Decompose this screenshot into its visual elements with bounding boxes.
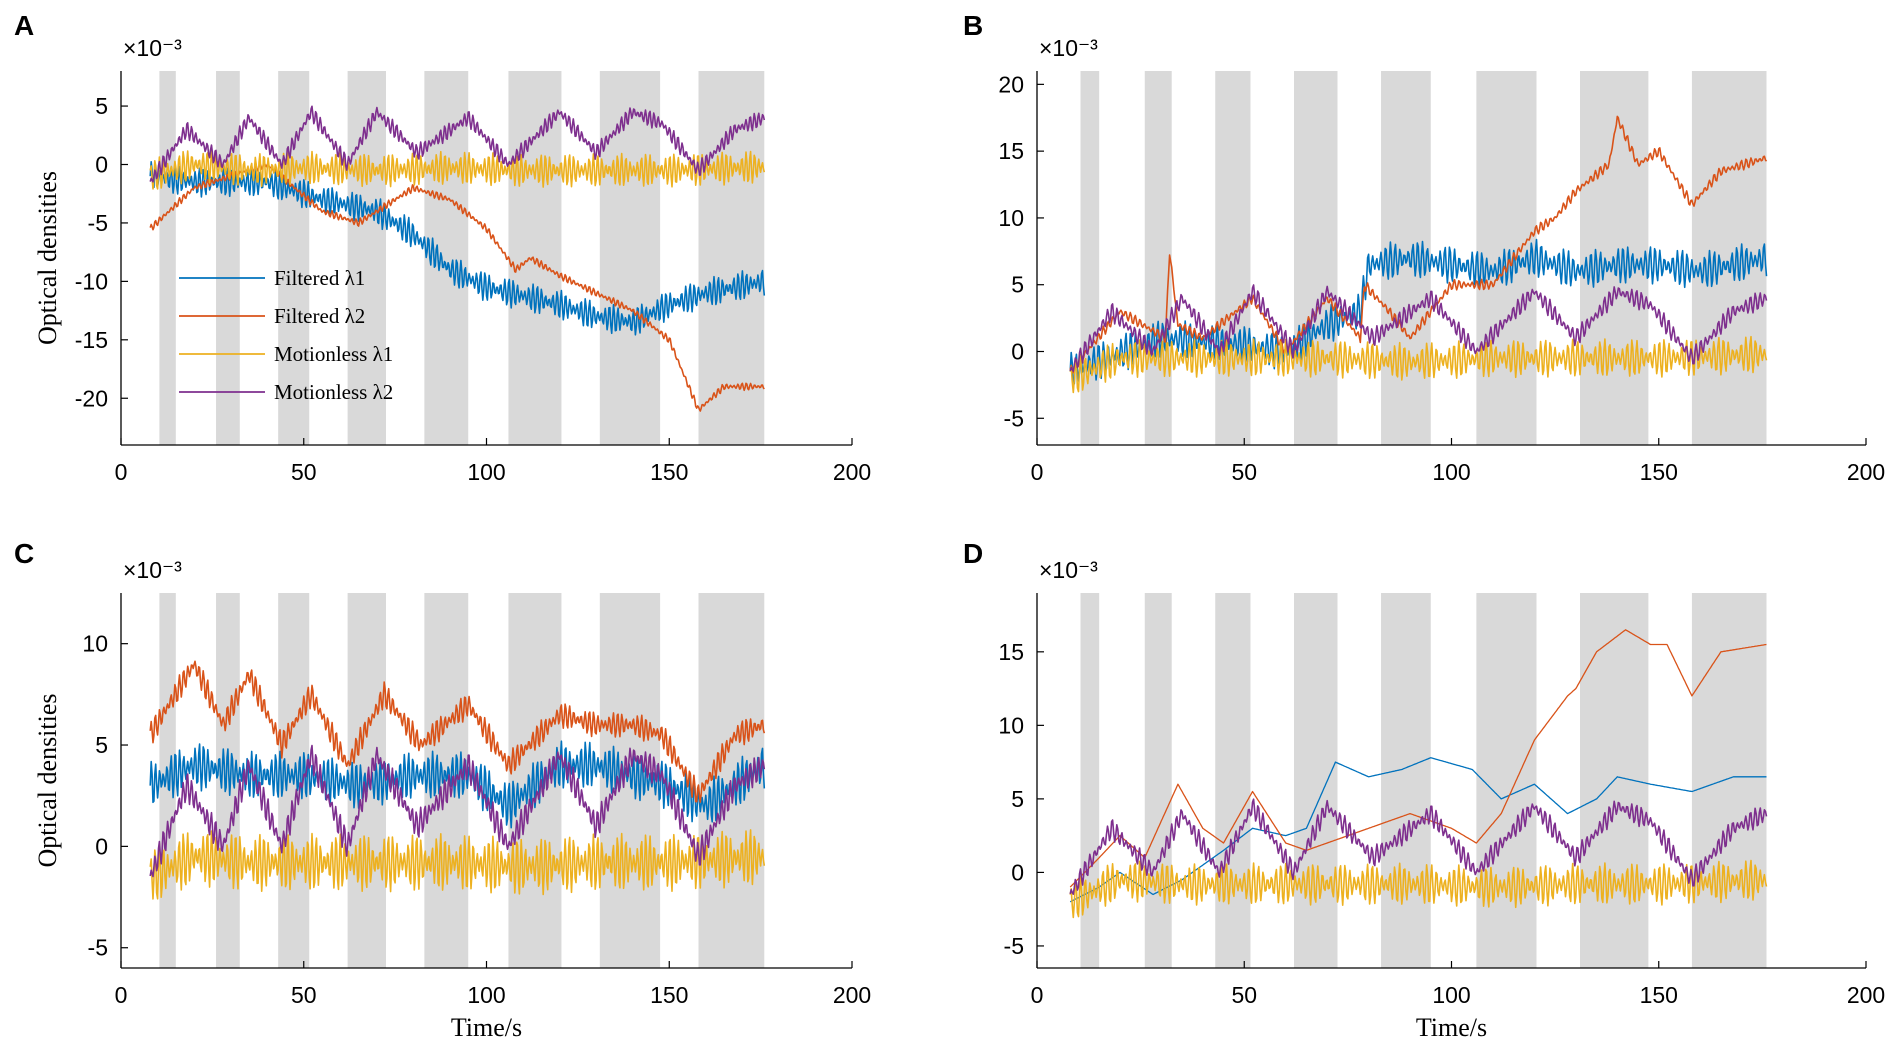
y-axis-title: Optical densities — [33, 171, 62, 345]
series-line-filtered-lambda2 — [1069, 115, 1768, 374]
shaded-interval — [1293, 71, 1338, 445]
shaded-interval — [1144, 71, 1172, 445]
shaded-interval — [216, 593, 240, 968]
panel-b: 0 50 100 150 200 -5 0 5 10 15 20 ×10⁻³ B — [963, 10, 1885, 485]
x-tick-label: 0 — [115, 982, 128, 1008]
panel-letter: B — [963, 10, 983, 41]
x-axis-title: Time/s — [1416, 1013, 1487, 1042]
legend-label: Motionless λ1 — [274, 342, 393, 366]
y-tick-label: -20 — [75, 385, 108, 411]
shaded-interval — [1144, 593, 1172, 968]
y-tick-label: 0 — [1011, 339, 1024, 365]
series-line-filtered-lambda2 — [1069, 629, 1767, 888]
shaded-interval — [698, 71, 765, 445]
series-group — [149, 660, 766, 900]
shaded-interval — [1381, 593, 1431, 968]
y-tick-label: 5 — [95, 93, 108, 119]
y-tick-label: 0 — [95, 152, 108, 178]
y-tick-label: 0 — [95, 833, 108, 859]
x-tick-label: 150 — [1640, 459, 1678, 485]
shaded-interval — [599, 71, 661, 445]
y-tick-label: 10 — [998, 205, 1024, 231]
y-tick-label: 10 — [998, 712, 1024, 738]
x-tick-label: 150 — [650, 459, 688, 485]
legend-label: Motionless λ2 — [274, 380, 393, 404]
x-tick-label: 200 — [1847, 459, 1885, 485]
shaded-interval — [1215, 593, 1251, 968]
y-tick-label: 5 — [95, 732, 108, 758]
x-tick-label: 100 — [1432, 982, 1470, 1008]
shaded-interval — [1691, 593, 1767, 968]
legend-label: Filtered λ2 — [274, 304, 365, 328]
series-line-filtered-lambda1 — [1069, 757, 1767, 903]
y-exponent-label: ×10⁻³ — [1039, 35, 1098, 61]
x-tick-label: 0 — [1031, 459, 1044, 485]
x-tick-label: 100 — [467, 459, 505, 485]
shaded-interval — [1080, 593, 1100, 968]
x-tick-label: 150 — [1640, 982, 1678, 1008]
shaded-interval — [278, 71, 310, 445]
series-group — [149, 105, 766, 412]
series-line-filtered-lambda2 — [149, 660, 766, 803]
y-tick-label: 15 — [998, 639, 1024, 665]
x-tick-label: 50 — [291, 459, 317, 485]
shaded-interval — [508, 71, 562, 445]
series-group — [1069, 115, 1768, 394]
series-line-motionless-lambda2 — [1069, 284, 1768, 373]
x-tick-label: 50 — [1231, 982, 1257, 1008]
x-axis-title: Time/s — [451, 1013, 522, 1042]
y-tick-label: 0 — [1011, 859, 1024, 885]
legend-label: Filtered λ1 — [274, 266, 365, 290]
panel-a: 0 50 100 150 200 -20 -15 -10 -5 0 5 ×10⁻³ A Optical d… — [14, 10, 871, 485]
y-tick-label: -5 — [88, 210, 108, 236]
x-tick-label: 100 — [467, 982, 505, 1008]
series-line-motionless-lambda2 — [149, 744, 766, 878]
shaded-interval — [1476, 593, 1537, 968]
x-tick-label: 100 — [1432, 459, 1470, 485]
series-line-motionless-lambda1 — [1069, 859, 1768, 919]
panel-d: 0 50 100 150 200 -5 0 5 10 15 ×10⁻³ D Time/s — [963, 538, 1885, 1042]
y-tick-label: 5 — [1011, 786, 1024, 812]
shaded-interval — [1293, 593, 1338, 968]
y-exponent-label: ×10⁻³ — [123, 557, 182, 583]
series-line-motionless-lambda2 — [149, 105, 766, 183]
series-line-filtered-lambda1 — [1069, 238, 1768, 386]
x-tick-label: 0 — [1031, 982, 1044, 1008]
shaded-interval — [216, 71, 240, 445]
y-tick-label: -5 — [88, 935, 108, 961]
x-tick-label: 0 — [115, 459, 128, 485]
series-group — [1069, 629, 1768, 919]
series-line-motionless-lambda2 — [1069, 798, 1768, 895]
shaded-interval — [159, 71, 176, 445]
panel-c: 0 50 100 150 200 -5 0 5 10 ×10⁻³ C Optical densitie… — [14, 538, 871, 1008]
y-exponent-label: ×10⁻³ — [1039, 557, 1098, 583]
y-tick-label: -5 — [1004, 405, 1024, 431]
shaded-interval — [1215, 71, 1251, 445]
panel-letter: D — [963, 538, 983, 569]
series-line-motionless-lambda1 — [149, 149, 766, 190]
panel-letter: A — [14, 10, 34, 41]
y-tick-label: 5 — [1011, 272, 1024, 298]
series-line-motionless-lambda1 — [149, 829, 766, 900]
x-tick-label: 200 — [1847, 982, 1885, 1008]
legend: Filtered λ1 Filtered λ2 Motionless λ1 Motio… — [179, 266, 393, 404]
y-axis-title: Optical densities — [33, 693, 62, 867]
y-exponent-label: ×10⁻³ — [123, 35, 182, 61]
y-tick-label: 20 — [998, 71, 1024, 97]
y-tick-label: -10 — [75, 268, 108, 294]
series-line-motionless-lambda1 — [1069, 335, 1768, 394]
y-tick-label: 10 — [82, 631, 108, 657]
shaded-interval — [508, 593, 562, 968]
x-tick-label: 200 — [833, 982, 871, 1008]
y-tick-label: -15 — [75, 327, 108, 353]
x-tick-label: 50 — [1231, 459, 1257, 485]
panel-letter: C — [14, 538, 34, 569]
y-tick-label: -5 — [1004, 933, 1024, 959]
x-tick-label: 50 — [291, 982, 317, 1008]
x-tick-label: 200 — [833, 459, 871, 485]
x-tick-label: 150 — [650, 982, 688, 1008]
y-tick-label: 15 — [998, 138, 1024, 164]
